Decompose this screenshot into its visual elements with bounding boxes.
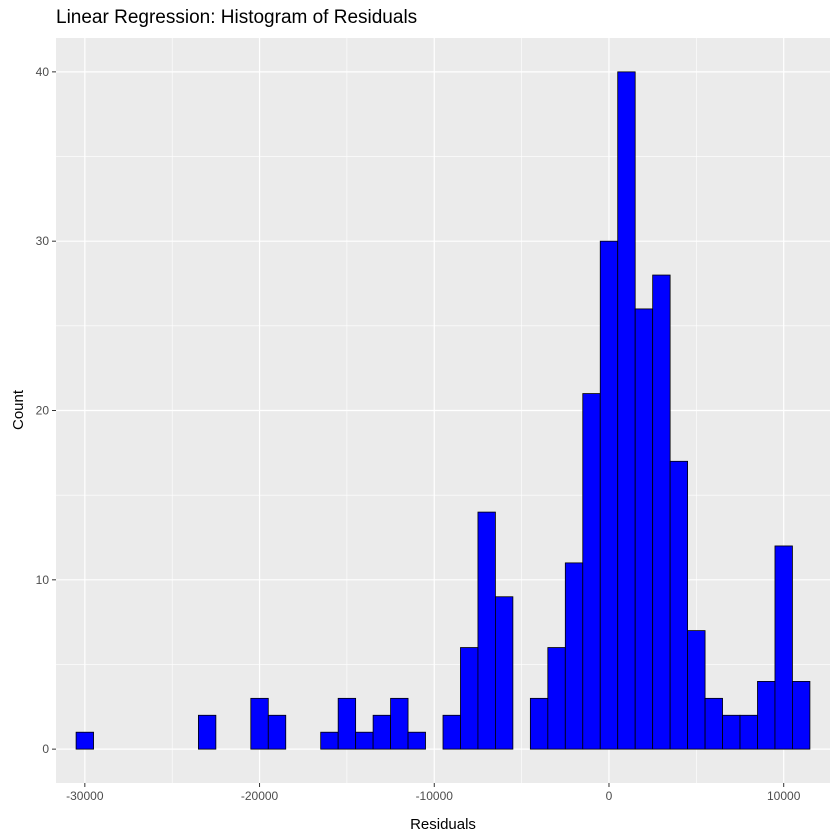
histogram-bar bbox=[669, 460, 689, 750]
y-tick-label: 30 bbox=[36, 234, 50, 248]
x-axis-title: Residuals bbox=[410, 816, 476, 833]
histogram-bar bbox=[529, 697, 549, 750]
histogram-bar bbox=[599, 240, 619, 750]
x-tick-label: -30000 bbox=[66, 789, 104, 803]
x-axis-ticks: -30000 -20000 -10000 0 10000 bbox=[66, 783, 801, 803]
histogram-bar bbox=[442, 714, 461, 750]
histogram-bar bbox=[477, 511, 496, 750]
histogram-bar bbox=[792, 681, 811, 750]
histogram-bar bbox=[582, 393, 601, 750]
histogram-bar bbox=[564, 562, 584, 750]
histogram-bar bbox=[704, 697, 723, 750]
histogram-bar bbox=[634, 308, 654, 750]
x-tick-label: 10000 bbox=[767, 789, 801, 803]
histogram-bar bbox=[355, 731, 374, 750]
chart-title: Linear Regression: Histogram of Residual… bbox=[56, 7, 418, 28]
y-tick-label: 40 bbox=[36, 65, 50, 79]
histogram-bar bbox=[617, 71, 636, 750]
histogram-bar bbox=[390, 697, 409, 750]
histogram-bar bbox=[547, 647, 566, 750]
y-tick-label: 10 bbox=[36, 573, 50, 587]
histogram-bar bbox=[757, 681, 776, 750]
histogram-bar bbox=[739, 714, 758, 750]
x-tick-label: -10000 bbox=[416, 789, 454, 803]
histogram-bar bbox=[687, 630, 706, 750]
y-tick-label: 20 bbox=[36, 404, 50, 418]
bars bbox=[75, 71, 811, 750]
histogram-bar bbox=[337, 697, 357, 750]
histogram-bar bbox=[407, 731, 426, 750]
histogram-bar bbox=[267, 714, 287, 750]
histogram-bar bbox=[495, 596, 514, 750]
y-axis-ticks: 0 10 20 30 40 bbox=[36, 65, 56, 756]
histogram-bar bbox=[75, 731, 94, 750]
y-axis-title: Count bbox=[10, 389, 27, 430]
histogram-bar bbox=[722, 714, 741, 750]
histogram-bar bbox=[774, 545, 793, 750]
y-tick-label: 0 bbox=[42, 742, 49, 756]
histogram-bar bbox=[372, 714, 391, 750]
histogram-bar bbox=[197, 714, 217, 750]
x-tick-label: 0 bbox=[606, 789, 613, 803]
x-tick-label: -20000 bbox=[241, 789, 279, 803]
histogram-bar bbox=[460, 647, 479, 750]
histogram-bar bbox=[652, 274, 671, 750]
histogram-bar bbox=[320, 731, 339, 750]
histogram-bar bbox=[250, 697, 269, 750]
